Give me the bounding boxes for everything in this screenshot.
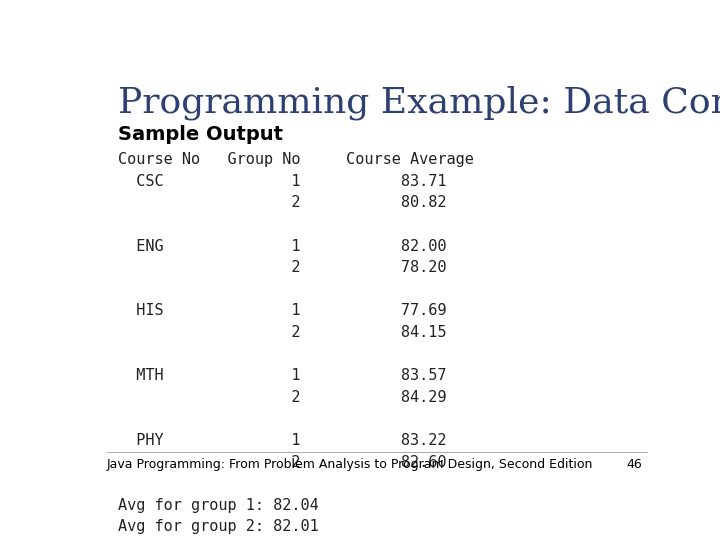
Text: Sample Output: Sample Output — [118, 125, 283, 144]
Text: Course No   Group No     Course Average
  CSC              1           83.71
   : Course No Group No Course Average CSC 1 … — [118, 152, 474, 534]
Text: Java Programming: From Problem Analysis to Program Design, Second Edition: Java Programming: From Problem Analysis … — [107, 458, 593, 471]
Text: 46: 46 — [626, 458, 642, 471]
Text: Programming Example: Data Comparison: Programming Example: Data Comparison — [118, 85, 720, 120]
